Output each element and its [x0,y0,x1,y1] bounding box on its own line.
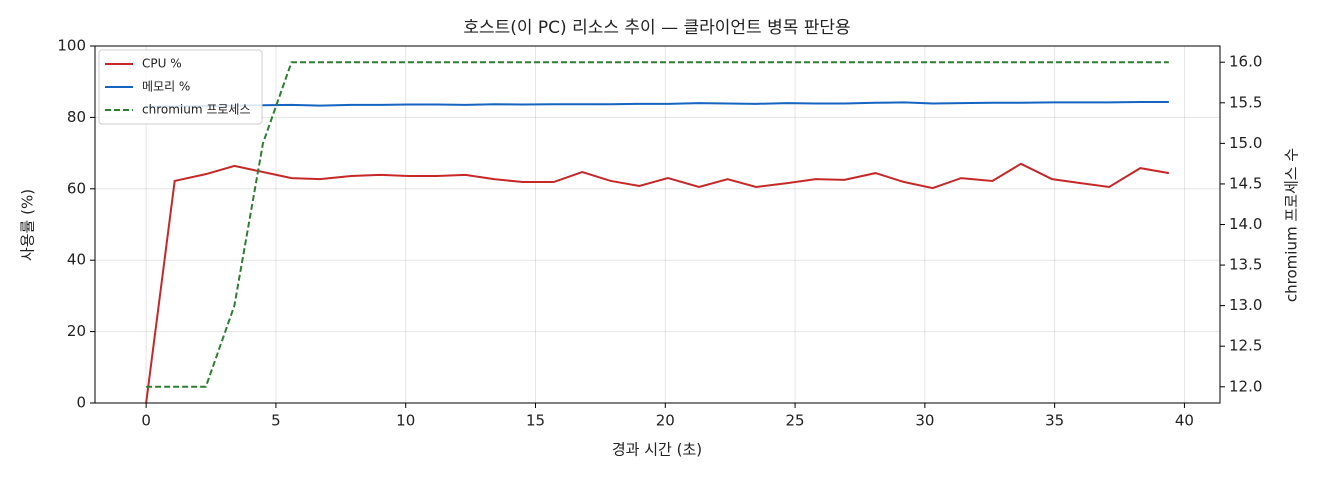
y2-tick-label: 15.0 [1229,134,1262,152]
series-line [146,101,1169,108]
x-tick-label: 15 [526,412,545,430]
x-axis-label: 경과 시간 (초) [612,441,702,459]
y2-tick-label: 12.5 [1229,337,1262,355]
x-tick-label: 40 [1175,412,1194,430]
x-tick-label: 25 [786,412,805,430]
legend-label: CPU % [142,57,182,71]
x-tick-label: 20 [656,412,675,430]
y-tick-label: 80 [67,108,86,126]
y-axis-label: 사용률 (%) [19,189,37,261]
series-line [145,162,1170,404]
y2-tick-label: 14.5 [1229,174,1262,192]
legend-box [98,49,263,125]
x-tick-label: 35 [1045,412,1064,430]
y-tick-label: 100 [57,37,86,55]
y2-tick-label: 16.0 [1229,53,1262,71]
chart-title: 호스트(이 PC) 리소스 추이 — 클라이언트 병목 판단용 [463,18,850,38]
y2-tick-label: 13.0 [1229,296,1262,314]
y-tick-label: 60 [67,179,86,197]
y-tick-label: 20 [67,322,86,340]
y-tick-label: 40 [67,251,86,269]
y2-tick-label: 12.0 [1229,377,1262,395]
x-tick-label: 10 [396,412,415,430]
y2-axis-label: chromium 프로세스 수 [1283,148,1301,302]
y2-tick-label: 15.5 [1229,93,1262,111]
x-tick-label: 30 [915,412,934,430]
legend-label: 메모리 % [142,80,190,94]
series-line [146,61,1169,388]
plot-frame [94,45,1221,404]
y-tick-label: 0 [76,394,86,412]
y2-tick-label: 13.5 [1229,256,1262,274]
legend-label: chromium 프로세스 [142,103,251,117]
x-tick-label: 5 [271,412,281,430]
y2-tick-label: 14.0 [1229,215,1262,233]
x-tick-label: 0 [141,412,151,430]
